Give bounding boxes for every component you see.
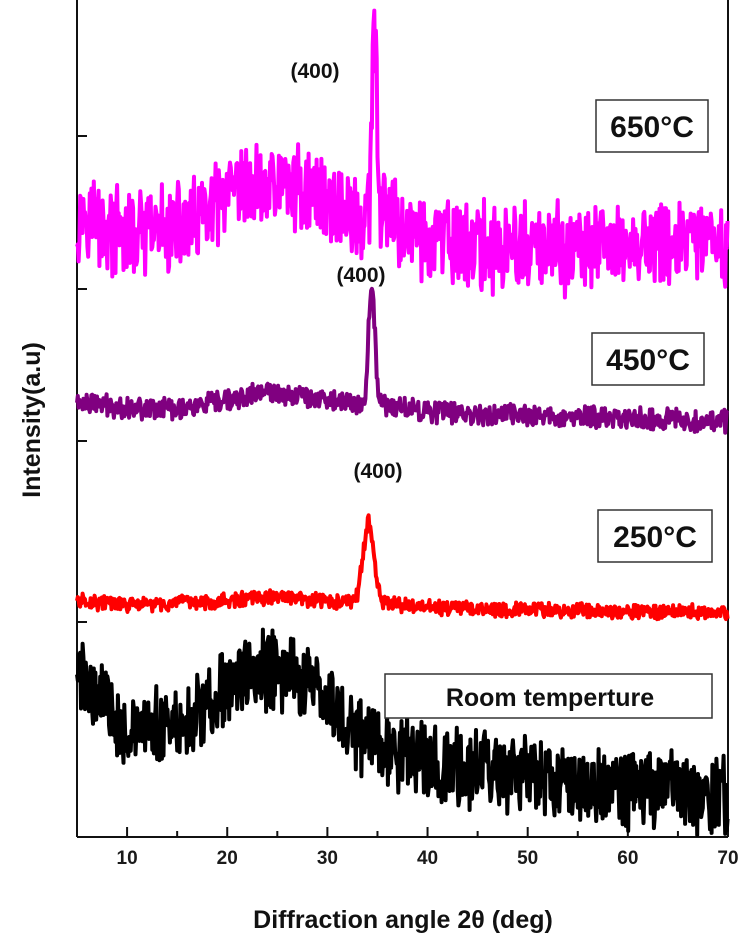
y-ticks — [77, 135, 87, 623]
series-label-650: 650°C — [595, 99, 709, 153]
x-tick-label: 40 — [417, 848, 438, 869]
series-label-450-text: 450°C — [606, 344, 690, 377]
x-tick-label: 20 — [217, 848, 238, 869]
peak-label-650: (400) — [290, 60, 339, 83]
x-tick-label: 50 — [517, 848, 538, 869]
series-line-4 — [75, 627, 730, 838]
x-ticks: 10 20 30 40 50 60 70 — [76, 827, 739, 869]
series-line-3 — [75, 513, 730, 622]
series-label-room: Room temperture — [384, 673, 713, 719]
series-label-450: 450°C — [591, 332, 705, 386]
series-line-2 — [75, 286, 730, 435]
series-label-650-text: 650°C — [610, 111, 694, 144]
x-tick-label: 10 — [117, 848, 138, 869]
peak-label-250: (400) — [353, 460, 402, 483]
series-line-1 — [75, 8, 730, 300]
x-tick-label: 70 — [717, 848, 738, 869]
x-tick-label: 30 — [317, 848, 338, 869]
series-label-250: 250°C — [597, 509, 713, 563]
series-label-250-text: 250°C — [613, 521, 697, 554]
x-tick-label: 60 — [617, 848, 638, 869]
series-layer — [75, 8, 730, 838]
x-axis-title: Diffraction angle 2θ (deg) — [253, 906, 553, 934]
y-axis-title: Intensity(a.u) — [18, 342, 46, 498]
series-label-room-text: Room temperture — [446, 684, 654, 712]
peak-label-450: (400) — [336, 264, 385, 287]
